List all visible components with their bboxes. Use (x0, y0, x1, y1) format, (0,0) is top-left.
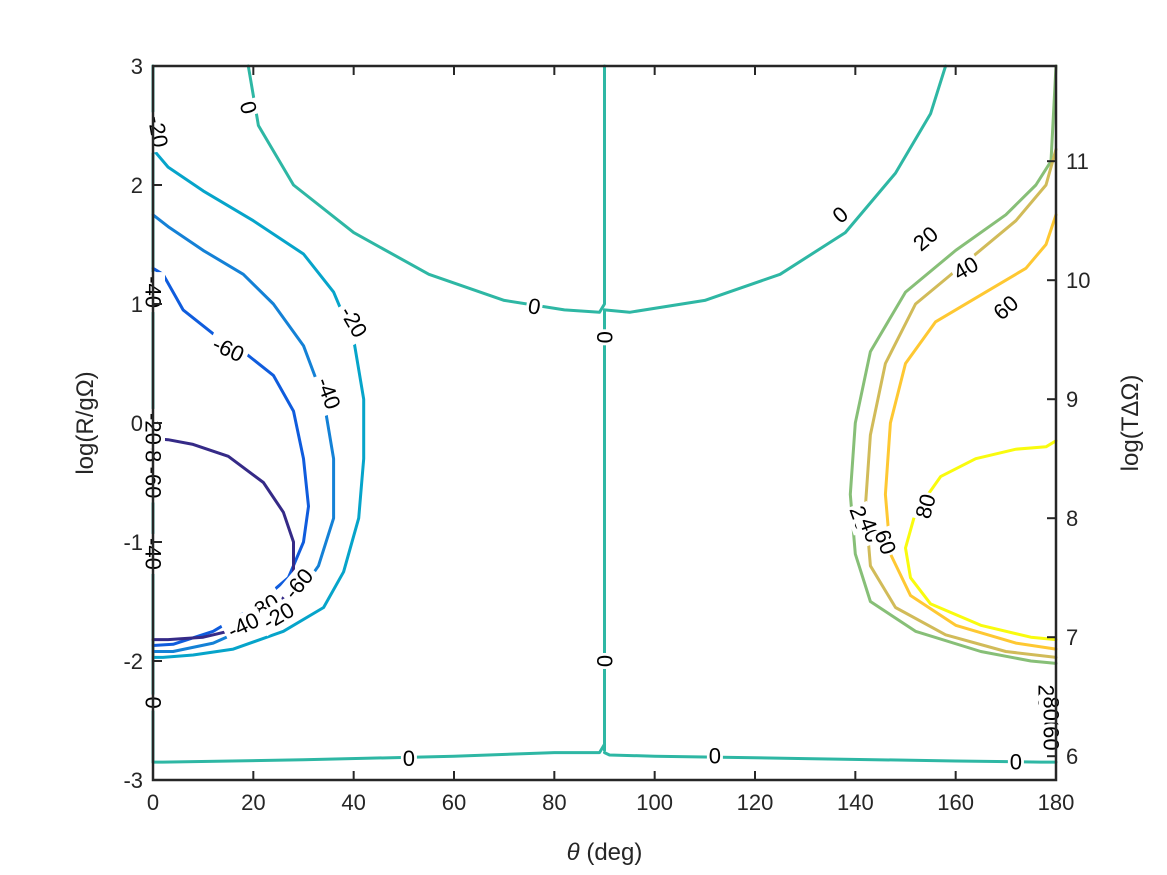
contour-label-bg-24 (987, 289, 1025, 326)
contour-label-bg-12 (310, 370, 347, 417)
y-tick-label-0: 0 (131, 411, 143, 436)
x-tick-label-40: 40 (341, 790, 365, 815)
y-tick-label-3: 3 (131, 54, 143, 79)
contour-line-level-minus-40-0 (151, 213, 336, 653)
x-tick-label-160: 160 (937, 790, 974, 815)
y-axis-left: -3 -2 -1 0 1 2 3 (123, 54, 162, 793)
contour-label-6: 0 (709, 744, 721, 769)
y-tick-label-1: 1 (131, 292, 143, 317)
contour-label-bg-17 (220, 605, 267, 645)
y-tick-label-minus-2: -2 (123, 649, 143, 674)
x-tick-label-180: 180 (1038, 790, 1075, 815)
y2-tick-label-7: 7 (1066, 625, 1078, 650)
x-tick-label-20: 20 (241, 790, 265, 815)
contour-label-bg-18 (255, 595, 302, 637)
x-tick-label-140: 140 (837, 790, 874, 815)
contour-label-bg-0 (234, 96, 262, 119)
x-axis: 0 20 40 60 80 100 120 140 160 180 (147, 66, 1074, 815)
contour-label-4: 0 (592, 655, 617, 667)
y2-tick-label-9: 9 (1066, 387, 1078, 412)
y-tick-label-2: 2 (131, 173, 143, 198)
x-tick-label-60: 60 (442, 790, 466, 815)
contour-label-bg-25 (910, 489, 941, 523)
x-tick-label-0: 0 (147, 790, 159, 815)
contour-label-bg-10 (333, 298, 375, 346)
y-tick-label-minus-3: -3 (123, 768, 143, 793)
contour-label-bg-15 (276, 560, 321, 607)
contour-line-level-minus-20-0 (151, 147, 366, 659)
contour-label-32: 80 (1039, 696, 1064, 720)
contour-label-bg-2 (592, 329, 617, 346)
contour-label-31: 60 (1039, 726, 1064, 750)
y-tick-label-minus-1: -1 (123, 530, 143, 555)
y2-tick-label-8: 8 (1066, 506, 1078, 531)
contour-label-bg-6 (706, 744, 723, 769)
y2-tick-label-10: 10 (1066, 268, 1090, 293)
contour-label-9: -20 (143, 114, 173, 150)
contour-label-bg-9 (142, 109, 174, 154)
contour-line-level-60-0 (883, 213, 1058, 651)
contour-label-7: 0 (1010, 750, 1022, 775)
x-axis-label-text: (deg) (580, 839, 643, 866)
contour-label-bg-23 (947, 250, 984, 286)
contour-label-bg-22 (907, 220, 945, 257)
contour-label-bg-7 (1007, 750, 1024, 775)
contour-line-level-0-0 (246, 64, 606, 314)
contour-label-bg-3 (826, 200, 855, 230)
y2-axis-label: log(TΔΩ) (1117, 375, 1144, 472)
y2-tick-label-6: 6 (1066, 744, 1078, 769)
contour-label-bg-1 (524, 293, 545, 320)
y-axis-right: 6 7 8 9 10 11 (1047, 149, 1090, 769)
contour-label-bg-28 (869, 524, 902, 560)
contour-line-level-minus-80-0 (151, 437, 295, 642)
contour-line-level-0-1 (603, 64, 948, 314)
contour-line-level-40-0 (863, 147, 1058, 659)
contour-label-bg-4 (592, 653, 617, 669)
y-axis-label: log(R/gΩ) (72, 371, 99, 474)
contour-line-level-80-0 (904, 439, 1058, 642)
x-axis-label-symbol: θ (567, 839, 580, 866)
contour-line-level-0-4 (603, 751, 1058, 764)
contour-label-5: 0 (403, 746, 415, 771)
y2-tick-label-11: 11 (1066, 149, 1089, 174)
contour-line-level-20-0 (848, 64, 1058, 665)
x-tick-label-100: 100 (636, 790, 673, 815)
contour-label-2: 0 (592, 331, 617, 343)
x-tick-label-80: 80 (542, 790, 566, 815)
contour-line-level-0-3 (151, 742, 606, 764)
x-axis-label: θ (deg) (567, 839, 643, 866)
contour-label-bg-14 (205, 329, 252, 369)
contour-label-1: 0 (526, 293, 542, 320)
contour-label-bg-5 (400, 746, 417, 771)
x-tick-label-120: 120 (737, 790, 774, 815)
